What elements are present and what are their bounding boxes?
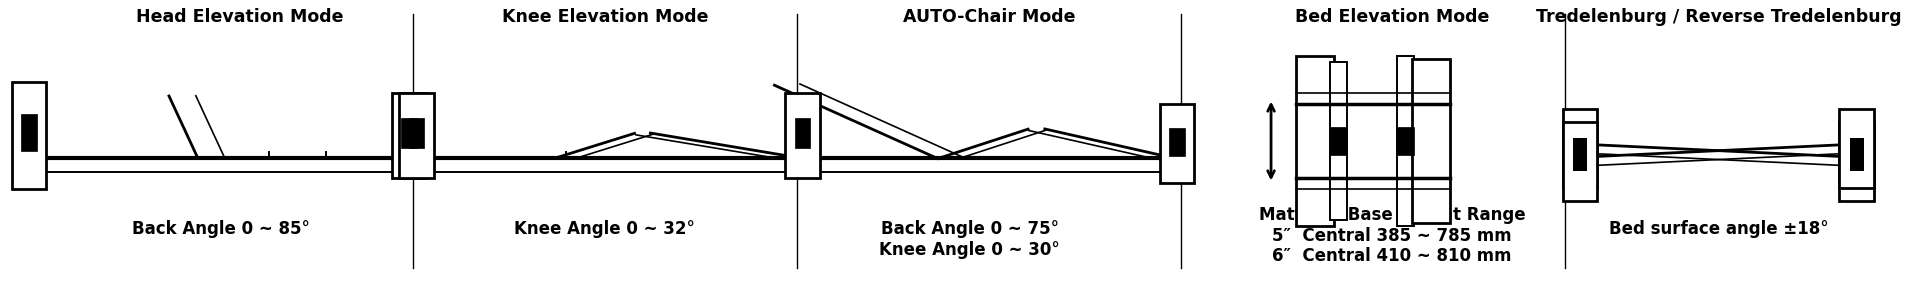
Bar xyxy=(1398,127,1415,155)
Bar xyxy=(1160,104,1194,183)
Bar xyxy=(12,82,46,189)
Bar xyxy=(1849,151,1864,171)
Bar xyxy=(21,114,36,151)
Text: Mattress Base Height Range
5″  Central 385 ~ 785 mm
6″  Central 410 ~ 810 mm: Mattress Base Height Range 5″ Central 38… xyxy=(1260,206,1524,265)
Bar xyxy=(795,118,810,148)
Bar xyxy=(409,118,424,148)
Bar xyxy=(1398,56,1415,226)
Bar xyxy=(399,93,434,178)
Bar xyxy=(1563,109,1597,188)
Text: Back Angle 0 ~ 85°: Back Angle 0 ~ 85° xyxy=(132,220,309,238)
Bar xyxy=(401,118,417,148)
Bar xyxy=(1839,109,1874,188)
Bar xyxy=(1411,59,1450,223)
Bar xyxy=(1572,138,1588,158)
Text: Knee Elevation Mode: Knee Elevation Mode xyxy=(501,8,708,27)
Bar xyxy=(1839,122,1874,201)
Text: Knee Angle 0 ~ 32°: Knee Angle 0 ~ 32° xyxy=(515,220,695,238)
Bar xyxy=(1296,56,1334,226)
Bar xyxy=(1331,127,1348,155)
Bar xyxy=(1572,151,1588,171)
Bar xyxy=(1169,128,1185,156)
Text: Tredelenburg / Reverse Tredelenburg: Tredelenburg / Reverse Tredelenburg xyxy=(1536,8,1901,27)
Text: Head Elevation Mode: Head Elevation Mode xyxy=(136,8,344,27)
Bar xyxy=(1563,122,1597,201)
Bar xyxy=(1849,138,1864,158)
Text: AUTO-Chair Mode: AUTO-Chair Mode xyxy=(902,8,1075,27)
Text: Bed Elevation Mode: Bed Elevation Mode xyxy=(1294,8,1490,27)
Bar xyxy=(1331,62,1348,220)
Bar xyxy=(785,93,820,178)
Text: Back Angle 0 ~ 75°
Knee Angle 0 ~ 30°: Back Angle 0 ~ 75° Knee Angle 0 ~ 30° xyxy=(879,220,1060,259)
Text: Bed surface angle ±18°: Bed surface angle ±18° xyxy=(1609,220,1828,238)
Bar xyxy=(392,93,426,178)
